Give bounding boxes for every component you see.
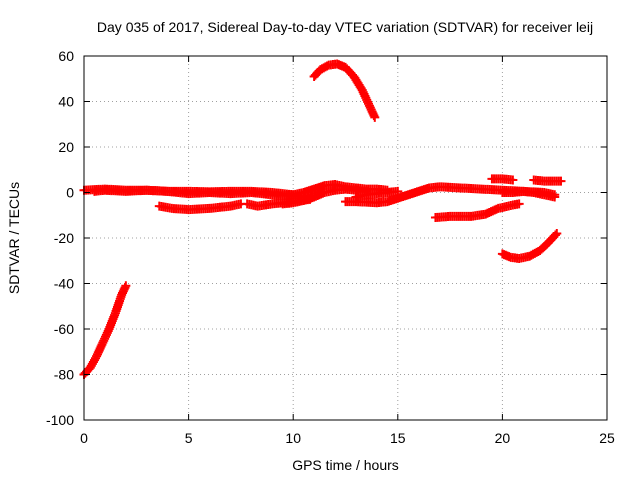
- data-point-fill: [550, 230, 560, 240]
- x-tick-label: 5: [185, 430, 193, 446]
- y-tick-label: -60: [54, 321, 74, 337]
- y-tick-label: 40: [58, 94, 74, 110]
- data-point: [121, 281, 131, 291]
- series-10: [309, 59, 380, 122]
- tick-layer: 0 5 10 15 20 25 -100 -80 -60 -40 -20 0 20 40 60: [46, 48, 615, 446]
- y-tick-label: 0: [66, 185, 74, 201]
- y-axis-title: SDTVAR / TECUs: [6, 182, 22, 294]
- x-axis-title: GPS time / hours: [292, 457, 399, 473]
- grid-layer: [84, 56, 607, 420]
- y-tick-label: -20: [54, 230, 74, 246]
- data-point: [550, 192, 560, 202]
- data-point: [370, 112, 380, 122]
- series-1: [79, 281, 131, 379]
- series-12: [487, 174, 518, 185]
- series-14: [497, 228, 562, 263]
- x-tick-label: 10: [285, 430, 301, 446]
- data-layer: [79, 59, 566, 379]
- series-3: [89, 185, 298, 201]
- y-tick-label: 60: [58, 48, 74, 64]
- data-point: [514, 199, 524, 209]
- data-point: [393, 186, 403, 196]
- series-13: [529, 175, 566, 186]
- x-tick-label: 20: [495, 430, 511, 446]
- chart-title: Day 035 of 2017, Sidereal Day-to-day VTE…: [97, 19, 593, 35]
- x-tick-label: 15: [390, 430, 406, 446]
- data-point: [556, 176, 566, 186]
- y-tick-label: -40: [54, 276, 74, 292]
- series-9: [351, 186, 403, 202]
- series-15: [497, 186, 560, 202]
- data-point: [552, 228, 562, 238]
- x-tick-label: 25: [599, 430, 615, 446]
- series-11: [430, 199, 524, 223]
- series-4: [154, 199, 246, 215]
- x-tick-label: 0: [80, 430, 88, 446]
- data-point: [508, 175, 518, 185]
- y-tick-label: -80: [54, 367, 74, 383]
- y-tick-label: -100: [46, 412, 74, 428]
- y-tick-label: 20: [58, 139, 74, 155]
